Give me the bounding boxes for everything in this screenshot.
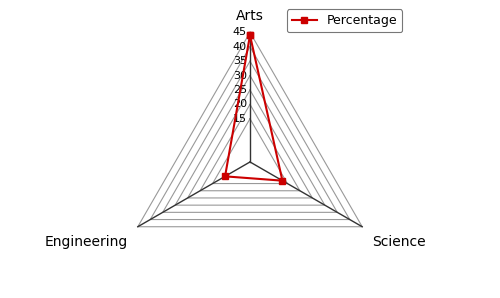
Text: Arts: Arts — [236, 9, 264, 23]
Text: 25: 25 — [232, 85, 247, 95]
Text: 40: 40 — [232, 42, 247, 52]
Text: 20: 20 — [232, 99, 247, 109]
Legend: Percentage: Percentage — [287, 9, 403, 32]
Text: Engineering: Engineering — [44, 235, 128, 249]
Text: 45: 45 — [232, 27, 247, 37]
Text: 35: 35 — [233, 56, 247, 66]
Text: 15: 15 — [233, 114, 247, 124]
Text: Science: Science — [372, 235, 426, 249]
Text: 30: 30 — [233, 71, 247, 80]
